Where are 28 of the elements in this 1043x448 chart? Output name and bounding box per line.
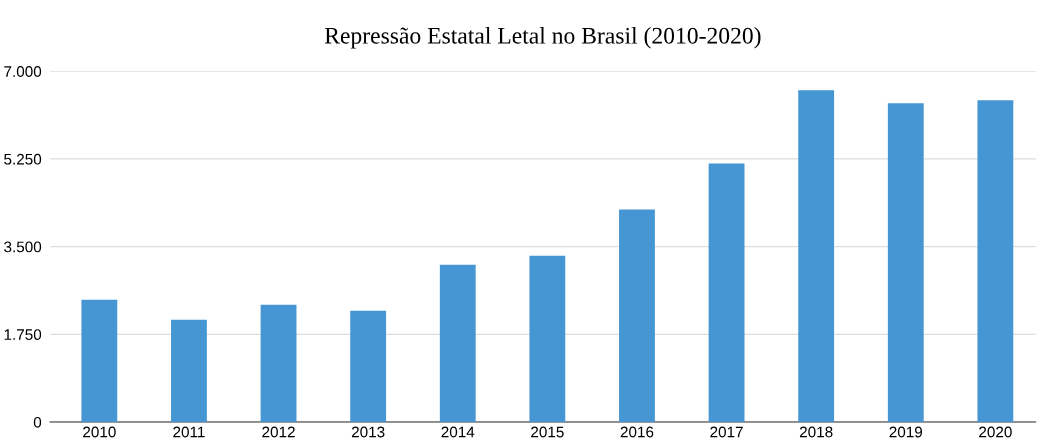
x-tick-label: 2011 [173,426,205,438]
x-tick-label: 2020 [979,426,1012,438]
bar [798,90,835,423]
bar [171,319,207,423]
bar [260,304,297,423]
x-tick-label: 2012 [262,426,295,438]
chart-title: Repressão Estatal Letal no Brasil (2010-2020) [324,27,761,49]
x-tick-label: 2015 [531,426,564,438]
y-tick-label: 3.500 [4,241,42,253]
bar [619,209,655,423]
bar [887,103,924,423]
y-tick-label: 5.250 [4,153,42,165]
x-tick-label: 2017 [710,426,743,438]
bar [439,264,476,423]
x-tick-label: 2018 [799,426,833,438]
bar [81,299,118,423]
x-tick-label: 2014 [441,426,475,438]
y-tick-label: 0 [33,416,42,428]
bar [977,100,1014,423]
y-tick-label: 7.000 [4,66,42,77]
x-tick-label: 2013 [351,426,385,438]
bar [708,163,745,423]
y-tick-label: 1.750 [4,329,42,341]
x-tick-label: 2016 [620,426,654,438]
x-tick-label: 2010 [83,426,116,438]
x-tick-label: 2019 [889,426,923,438]
bar [529,255,566,423]
bar [350,310,387,423]
